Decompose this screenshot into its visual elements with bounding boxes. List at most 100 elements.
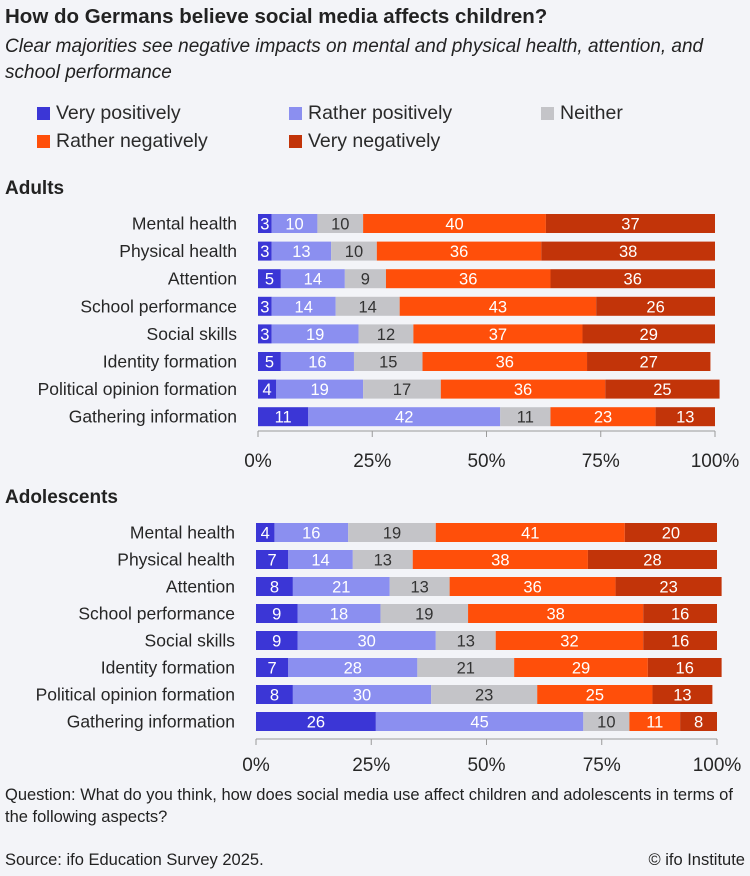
chart-adults-svg: Mental health 3 10 10 40 37 Physical health 3 13… xyxy=(38,214,740,473)
bar-segment-rather-negatively xyxy=(399,296,597,316)
section-title-adolescents: Adolescents xyxy=(5,487,118,508)
bar-segment-very-positively xyxy=(256,604,298,623)
data-label: 23 xyxy=(659,579,677,597)
bar-segment-rather-positively xyxy=(271,214,318,233)
legend-label: Very positively xyxy=(56,102,181,124)
data-label: 16 xyxy=(676,660,694,678)
data-label: 3 xyxy=(260,298,269,316)
data-label: 18 xyxy=(330,606,348,624)
chart-adolescents-svg: Mental health 4 16 19 41 20 Physical health 7 14… xyxy=(36,523,742,777)
legend-swatch xyxy=(37,135,50,148)
bar-segment-very-positively xyxy=(258,269,281,289)
legend-item-rather-positively: Rather positively xyxy=(289,102,452,125)
bar-segment-rather-positively xyxy=(375,712,584,731)
bar-segment-very-positively xyxy=(256,685,293,704)
data-label: 9 xyxy=(272,606,281,624)
legend-label: Very negatively xyxy=(308,130,441,152)
data-label: 36 xyxy=(624,271,642,289)
bar-segment-neither xyxy=(331,241,377,261)
bar-segment-very-positively xyxy=(258,352,281,371)
data-label: 45 xyxy=(470,714,488,732)
data-label: 10 xyxy=(345,243,363,261)
category-label-physical-health: Physical health xyxy=(119,241,237,261)
data-label: 7 xyxy=(268,552,277,570)
category-label-political-opinion-formation: Political opinion formation xyxy=(36,685,235,705)
data-label: 8 xyxy=(694,714,703,732)
source-note: Source: ifo Education Survey 2025. xyxy=(5,851,264,869)
x-tick-label: 50% xyxy=(467,755,505,776)
legend-label: Rather positively xyxy=(308,102,453,124)
data-label: 11 xyxy=(646,714,663,732)
bar-segment-very-positively xyxy=(258,324,272,344)
data-label: 30 xyxy=(353,687,371,705)
bar-segment-rather-negatively xyxy=(440,379,606,399)
bar-segment-rather-negatively xyxy=(413,324,583,344)
data-label: 38 xyxy=(619,243,637,261)
data-label: 4 xyxy=(263,381,272,399)
bar-segment-very-positively xyxy=(256,577,293,596)
data-label: 14 xyxy=(311,552,329,570)
bar-segment-rather-positively xyxy=(271,296,336,316)
category-label-gathering-information: Gathering information xyxy=(67,712,235,732)
data-label: 21 xyxy=(332,579,350,597)
legend-label: Neither xyxy=(560,102,623,124)
data-label: 8 xyxy=(270,579,279,597)
data-label: 13 xyxy=(292,243,310,261)
data-label: 14 xyxy=(304,271,322,289)
data-label: 37 xyxy=(621,216,639,234)
data-label: 19 xyxy=(383,525,401,543)
data-label: 28 xyxy=(643,552,661,570)
bar-segment-very-negatively xyxy=(680,712,717,731)
data-label: 16 xyxy=(671,606,689,624)
bar-segment-neither xyxy=(389,577,450,596)
bar-segment-very-positively xyxy=(256,631,298,650)
data-label: 19 xyxy=(306,326,324,344)
data-label: 10 xyxy=(597,714,615,732)
bar-segment-very-negatively xyxy=(655,407,715,427)
data-label: 21 xyxy=(457,660,475,678)
bar-segment-very-negatively xyxy=(643,604,717,623)
data-label: 36 xyxy=(523,579,541,597)
bar-segment-very-positively xyxy=(256,712,376,731)
x-tick-label: 50% xyxy=(467,451,505,472)
bar-segment-rather-positively xyxy=(292,577,390,596)
bar-segment-rather-positively xyxy=(274,523,349,542)
category-label-mental-health: Mental health xyxy=(130,523,235,543)
data-label: 41 xyxy=(521,525,539,543)
data-label: 38 xyxy=(491,552,509,570)
data-label: 16 xyxy=(671,633,689,651)
copyright-credit: © ifo Institute xyxy=(648,851,745,869)
data-label: 20 xyxy=(662,525,680,543)
bar-segment-very-negatively xyxy=(596,296,715,316)
data-label: 19 xyxy=(311,381,329,399)
data-label: 13 xyxy=(673,687,691,705)
data-label: 27 xyxy=(640,354,658,372)
bar-segment-very-positively xyxy=(256,523,275,542)
bar-segment-very-negatively xyxy=(587,550,717,569)
data-label: 38 xyxy=(546,606,564,624)
data-label: 29 xyxy=(572,660,590,678)
survey-question: Question: What do you think, how does so… xyxy=(5,786,733,826)
data-label: 11 xyxy=(517,409,534,427)
bar-segment-very-positively xyxy=(256,550,289,569)
legend: Very positively Rather positively Neithe… xyxy=(0,100,750,156)
bar-segment-very-positively xyxy=(258,407,309,427)
category-label-school-performance: School performance xyxy=(80,296,237,316)
bar-segment-rather-positively xyxy=(280,352,354,371)
bar-segment-very-negatively xyxy=(615,577,722,596)
data-label: 25 xyxy=(586,687,604,705)
data-label: 10 xyxy=(331,216,349,234)
bar-segment-rather-negatively xyxy=(468,604,644,623)
legend-swatch xyxy=(541,107,554,120)
data-label: 16 xyxy=(308,354,326,372)
bar-segment-rather-negatively xyxy=(449,577,616,596)
x-tick-label: 0% xyxy=(242,755,270,776)
bar-segment-neither xyxy=(317,214,364,233)
data-label: 11 xyxy=(275,409,292,427)
bar-segment-very-positively xyxy=(256,658,289,677)
category-label-attention: Attention xyxy=(168,269,237,289)
bar-segment-very-negatively xyxy=(545,214,715,233)
category-label-physical-health: Physical health xyxy=(117,550,235,570)
data-label: 3 xyxy=(260,326,269,344)
x-tick-label: 100% xyxy=(691,451,740,472)
